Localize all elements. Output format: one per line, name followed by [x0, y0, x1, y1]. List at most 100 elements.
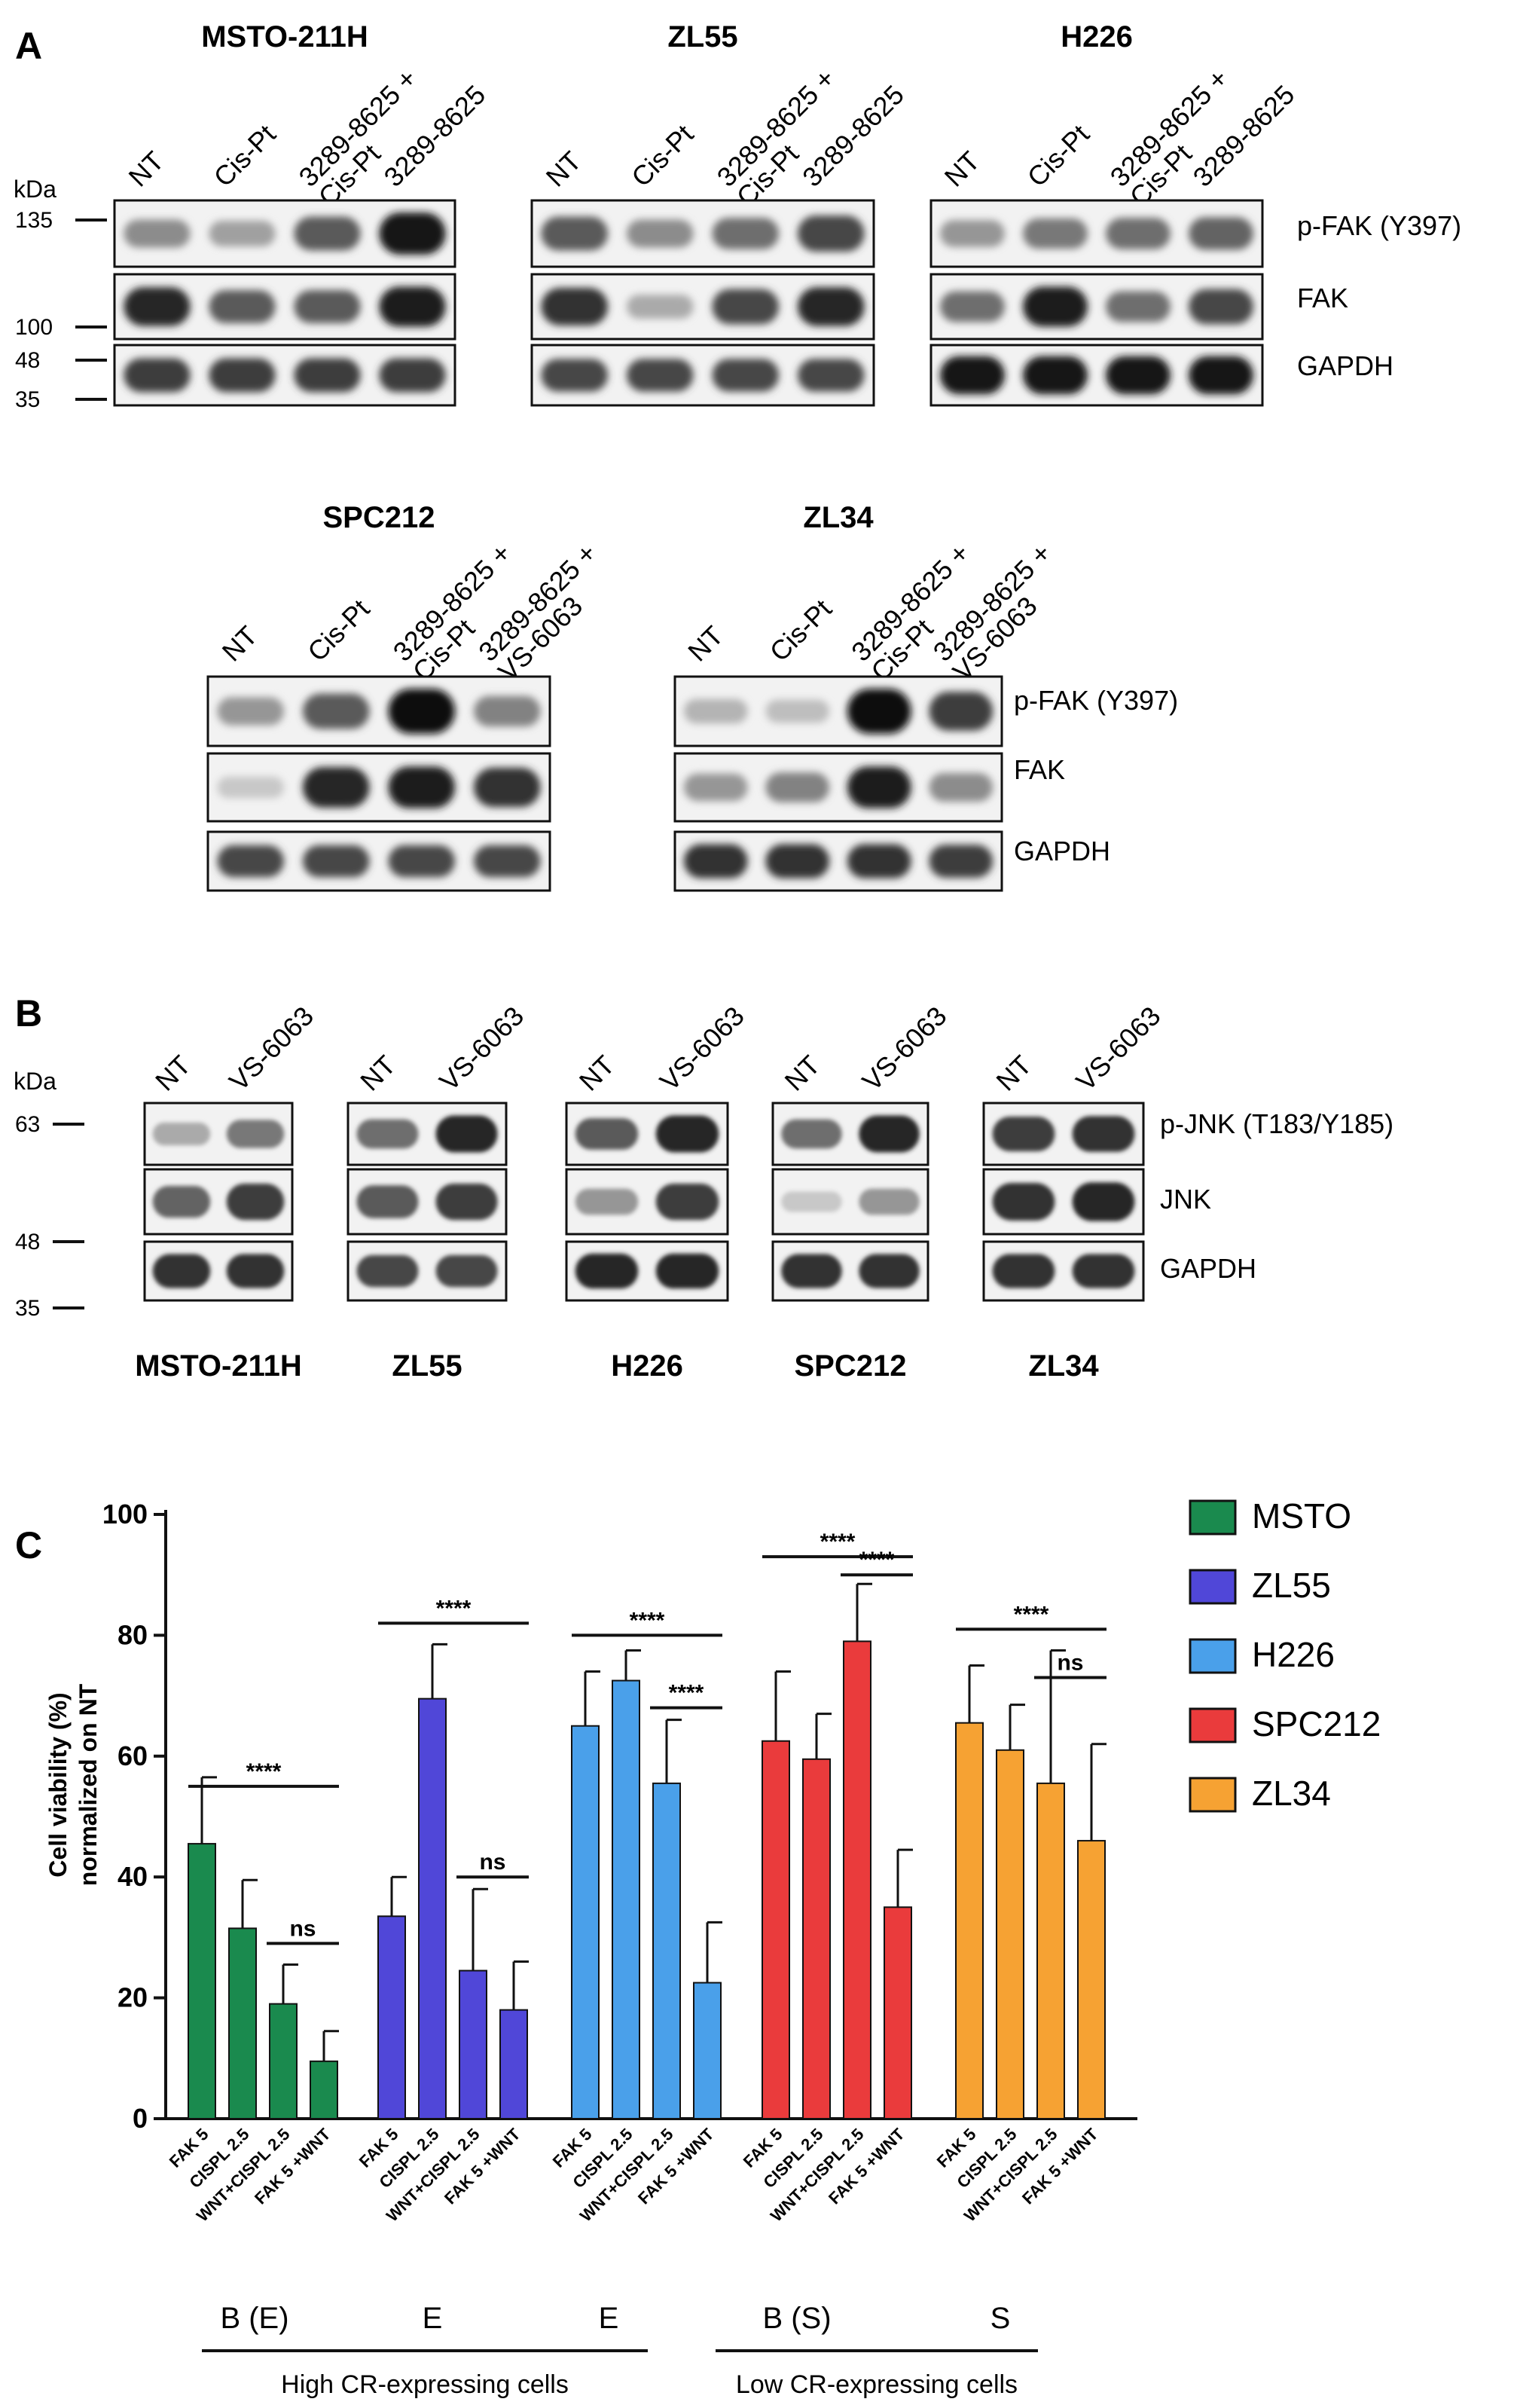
- bar-SPC212-2: [843, 1640, 871, 2119]
- lane-label-jnk-1-0: NT: [354, 1050, 401, 1097]
- blot-band: [226, 1254, 285, 1288]
- blot-band: [847, 689, 911, 734]
- blot-band: [388, 689, 456, 734]
- bar-MSTO-3: [310, 2060, 338, 2120]
- blot-band: [217, 845, 285, 878]
- blot-bottom0-row2: [206, 830, 551, 892]
- y-tick-label-5: 100: [102, 1499, 148, 1529]
- lane-label-jnk-0-1: VS-6063: [223, 1001, 319, 1097]
- marker-35: 35: [15, 387, 40, 412]
- blot-a1-row1: [530, 273, 875, 341]
- blot-band: [302, 845, 370, 878]
- blot-band: [847, 766, 911, 808]
- lane-label-a1-0-line: NT: [540, 145, 588, 193]
- group-tag-4: S: [991, 2302, 1011, 2335]
- lane-label-b1-1-line: Cis-Pt: [764, 593, 838, 667]
- legend-label-SPC212: SPC212: [1252, 1704, 1381, 1743]
- bar-SPC212-0: [762, 1740, 790, 2119]
- panel-c-chart: C Cell viability (%) normalized on NT 0 2…: [15, 1496, 1381, 2399]
- blot-band: [992, 1183, 1055, 1221]
- marker-35-b: 35: [15, 1296, 40, 1321]
- panel-a-letter: A: [15, 25, 42, 67]
- bar-H226-0: [571, 1725, 600, 2119]
- lane-label-a0-0-line: NT: [123, 145, 170, 193]
- blot-a0-row0: [113, 199, 456, 268]
- blot-bottom1-row1: [673, 752, 1003, 823]
- legend-swatch-ZL34: [1189, 1777, 1237, 1813]
- blot-band: [683, 844, 748, 879]
- blot-band: [379, 358, 446, 393]
- bar-H226-1: [612, 1679, 640, 2120]
- blot-band: [435, 1254, 498, 1288]
- lane-label-jnk-1-1: VS-6063: [433, 1001, 530, 1097]
- blot-jnk-1-row1: [346, 1168, 508, 1236]
- blot-band: [781, 1119, 842, 1149]
- blot-band: [797, 359, 865, 392]
- lane-label-a2-0: NT: [939, 145, 986, 193]
- blot-band: [575, 1188, 639, 1215]
- significance-label-8: ****: [1014, 1602, 1049, 1627]
- blot-band: [626, 295, 694, 319]
- blot-band: [859, 1188, 920, 1215]
- lane-label-b0-1-line: Cis-Pt: [301, 593, 375, 667]
- blot-jnk-3-row2: [771, 1240, 929, 1302]
- blot-band: [209, 220, 276, 247]
- blot-jnk-4-row1: [982, 1168, 1145, 1236]
- blot-jnk-3-row0: [771, 1102, 929, 1166]
- blot-band: [473, 845, 541, 878]
- blot-band: [1072, 1116, 1135, 1152]
- blot-band: [302, 767, 370, 808]
- blot-band: [435, 1183, 498, 1221]
- blot-bottom1-row0: [673, 675, 1003, 747]
- blot-band: [152, 1254, 211, 1288]
- bar-ZL55-0: [377, 1915, 406, 2120]
- blot-band: [575, 1118, 639, 1150]
- legend-swatch-ZL55: [1189, 1569, 1237, 1605]
- blot-band: [781, 1254, 842, 1288]
- blot-band: [797, 215, 865, 252]
- blot-jnk-4-row2: [982, 1240, 1145, 1302]
- legend-label-H226: H226: [1252, 1635, 1335, 1674]
- blot-title-bottom-1: ZL34: [803, 501, 874, 534]
- blot-band: [473, 695, 541, 727]
- y-tick-label-3: 60: [118, 1740, 148, 1771]
- lane-label-jnk-3-1: VS-6063: [856, 1001, 953, 1097]
- lane-label-a1-0: NT: [540, 145, 588, 193]
- bar-ZL55-1: [418, 1698, 447, 2120]
- blot-band: [1189, 289, 1253, 325]
- blot-bottom1-row2: [673, 830, 1003, 892]
- lane-label-jnk-4-1-line: VS-6063: [1070, 1001, 1166, 1097]
- lane-label-jnk-3-0: NT: [779, 1050, 826, 1097]
- blot-jnk-0-row2: [143, 1240, 294, 1302]
- blot-band: [929, 692, 994, 731]
- lane-label-jnk-3-0-line: NT: [779, 1050, 826, 1097]
- blot-band: [124, 358, 191, 393]
- y-tick-label-1: 20: [118, 1982, 148, 2013]
- blot-band: [226, 1120, 285, 1148]
- blot-band: [712, 289, 780, 325]
- legend-label-MSTO: MSTO: [1252, 1496, 1351, 1536]
- blot-band: [929, 772, 994, 802]
- significance-label-6: ****: [820, 1529, 856, 1554]
- bar-SPC212-1: [802, 1758, 831, 2120]
- blot-bottom0-row0: [206, 675, 551, 747]
- blot-label-a-0: p-FAK (Y397): [1297, 210, 1461, 241]
- blot-band: [712, 359, 780, 392]
- blot-band: [1023, 356, 1088, 395]
- blot-label-a-2: GAPDH: [1297, 350, 1393, 381]
- bar-ZL34-1: [996, 1749, 1024, 2120]
- significance-label-3: ns: [479, 1850, 505, 1875]
- bar-ZL34-2: [1036, 1782, 1065, 2119]
- bar-H226-2: [652, 1782, 681, 2119]
- lane-label-a2-0-line: NT: [939, 145, 986, 193]
- blot-title-2: H226: [1061, 20, 1133, 53]
- blot-band: [626, 219, 694, 248]
- blot-a2-row1: [929, 273, 1264, 341]
- blot-jnk-2-row2: [565, 1240, 729, 1302]
- blot-band: [626, 359, 694, 392]
- cell-line-3: SPC212: [795, 1349, 907, 1383]
- blot-label-a-1: FAK: [1297, 283, 1348, 313]
- bar-MSTO-0: [188, 1843, 216, 2120]
- significance-label-9: ns: [1057, 1651, 1083, 1676]
- significance-label-4: ****: [630, 1608, 665, 1633]
